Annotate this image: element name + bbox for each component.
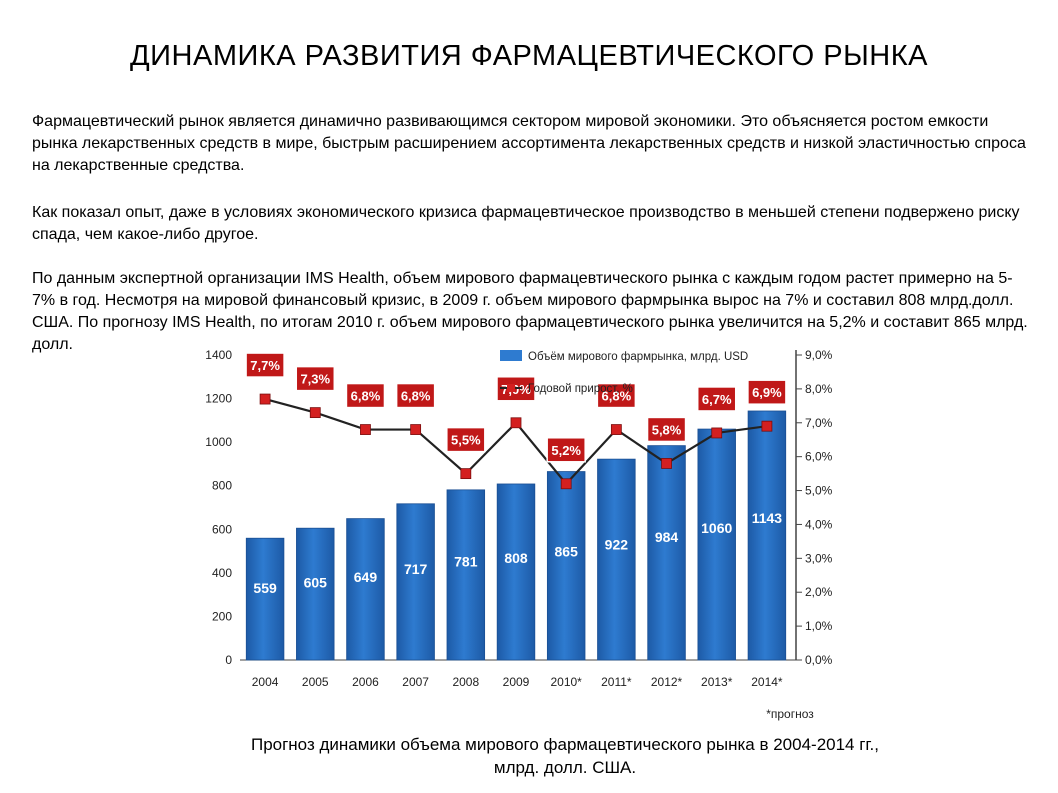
growth-marker (460, 468, 472, 480)
growth-label-box (646, 416, 687, 443)
bar-value-label: 717 (404, 561, 428, 577)
growth-label-box (546, 437, 586, 463)
chart-caption: Прогноз динамики объема мирового фармаце… (150, 733, 980, 779)
growth-marker (560, 478, 572, 490)
x-axis-tick-label: 2013* (701, 675, 733, 689)
market-volume-bar (747, 410, 787, 661)
caption-line-2: млрд. долл. США. (493, 758, 637, 777)
growth-line (264, 397, 768, 486)
growth-value-label: 6,8% (602, 389, 632, 404)
bar-value-label: 1143 (752, 510, 783, 526)
right-axis-tick-label: 1,0% (805, 619, 833, 633)
growth-label-box (596, 382, 637, 409)
growth-marker (510, 417, 522, 429)
market-volume-bar (647, 445, 686, 661)
market-volume-bar (546, 471, 586, 661)
growth-value-label: 5,8% (652, 422, 682, 437)
ims-paragraph: По данным экспертной организации IMS Hea… (32, 270, 1028, 353)
left-axis-tick-label: 1000 (205, 435, 232, 449)
right-axis-tick-label: 3,0% (805, 551, 833, 565)
x-axis-tick-label: 2011* (601, 675, 632, 689)
right-axis-tick-label: 0,0% (805, 653, 833, 667)
crisis-paragraph: Как показал опыт, даже в условиях эконом… (32, 204, 1020, 243)
left-axis-tick-label: 1400 (205, 348, 232, 362)
forecast-footnote: *прогноз (766, 707, 814, 721)
growth-label-box (747, 379, 787, 405)
bar-value-label: 984 (655, 529, 679, 545)
caption-line-1: Прогноз динамики объема мирового фармаце… (250, 735, 880, 754)
left-axis-tick-label: 1200 (205, 392, 232, 406)
growth-marker (761, 420, 773, 432)
x-axis-tick-label: 2012* (651, 675, 683, 689)
growth-label-box (245, 352, 285, 378)
growth-marker (661, 458, 672, 469)
market-volume-bar (496, 483, 536, 661)
right-axis-tick-label: 9,0% (805, 348, 833, 362)
market-volume-bar (597, 458, 636, 661)
left-axis-tick-label: 400 (212, 566, 232, 580)
market-volume-bar (346, 518, 385, 661)
growth-label-box (446, 426, 486, 453)
left-axis-tick-label: 200 (212, 609, 232, 623)
bar-value-label: 808 (504, 550, 528, 566)
right-axis-tick-label: 6,0% (805, 450, 833, 464)
growth-value-label: 6,8% (351, 389, 381, 404)
intro-paragraph: Фармацевтический рынок является динамичн… (32, 113, 1026, 174)
bar-value-label: 781 (454, 553, 478, 569)
legend-bar-label: Объём мирового фармрынка, млрд. USD (528, 351, 748, 363)
growth-marker (259, 393, 271, 405)
growth-value-label: 6,7% (702, 392, 732, 407)
slide-title: ДИНАМИКА РАЗВИТИЯ ФАРМАЦЕВТИЧЕСКОГО РЫНК… (130, 40, 928, 72)
legend-line-label: Годовой прирост, % (528, 383, 633, 395)
growth-value-label: 5,2% (551, 443, 581, 458)
growth-value-label: 6,8% (401, 389, 431, 404)
right-axis-tick-label: 5,0% (805, 484, 833, 498)
growth-label-box (345, 382, 386, 409)
right-axis-tick-label: 8,0% (805, 382, 833, 396)
growth-marker (360, 424, 371, 435)
market-volume-bar (697, 428, 736, 661)
bar-value-label: 605 (304, 575, 328, 591)
left-axis-tick-label: 600 (212, 522, 232, 536)
growth-marker (610, 424, 622, 435)
market-volume-bar (396, 503, 435, 661)
left-axis-tick-label: 800 (212, 479, 232, 493)
growth-label-box (395, 382, 436, 409)
bar-value-label: 559 (253, 580, 277, 596)
x-axis-tick-label: 2014* (751, 675, 783, 689)
x-axis-tick-label: 2007 (402, 675, 429, 689)
x-axis-tick-label: 2009 (503, 675, 530, 689)
chart-svg: 0 200 400 600 800 1000 1200 1400 0,0% 1,0% 2,0% 3,0… (205, 348, 833, 721)
right-axis-tick-label: 2,0% (805, 585, 833, 599)
growth-marker (309, 407, 321, 419)
market-volume-bar (446, 489, 486, 661)
right-axis-tick-label: 7,0% (805, 416, 833, 430)
growth-value-label: 7,7% (250, 358, 280, 373)
market-chart: 0 200 400 600 800 1000 1200 1400 0,0% 1,0% 2,0% 3,0… (200, 340, 840, 730)
growth-marker (410, 424, 422, 435)
growth-value-label: 5,5% (451, 433, 481, 448)
right-axis-tick-label: 4,0% (805, 517, 833, 531)
x-axis-tick-label: 2004 (252, 675, 279, 689)
x-axis-tick-label: 2008 (452, 675, 479, 689)
x-axis-tick-label: 2005 (302, 675, 329, 689)
x-axis-tick-label: 2006 (352, 675, 379, 689)
growth-label-box (295, 365, 336, 392)
bar-value-label: 865 (555, 543, 579, 559)
x-axis-tick-label: 2010* (550, 675, 582, 689)
legend-line-marker (507, 384, 515, 392)
growth-value-label: 7,0% (501, 382, 531, 397)
bar-value-label: 922 (605, 537, 629, 553)
market-volume-bar (296, 527, 335, 661)
growth-marker (711, 427, 723, 439)
left-axis-tick-label: 0 (225, 653, 232, 667)
growth-value-label: 7,3% (300, 372, 330, 387)
market-volume-bar (245, 537, 285, 661)
growth-label-box (696, 386, 737, 412)
growth-value-label: 6,9% (752, 385, 782, 400)
bar-value-label: 1060 (701, 520, 732, 536)
legend-bar-swatch (500, 350, 522, 361)
bar-value-label: 649 (354, 569, 378, 585)
